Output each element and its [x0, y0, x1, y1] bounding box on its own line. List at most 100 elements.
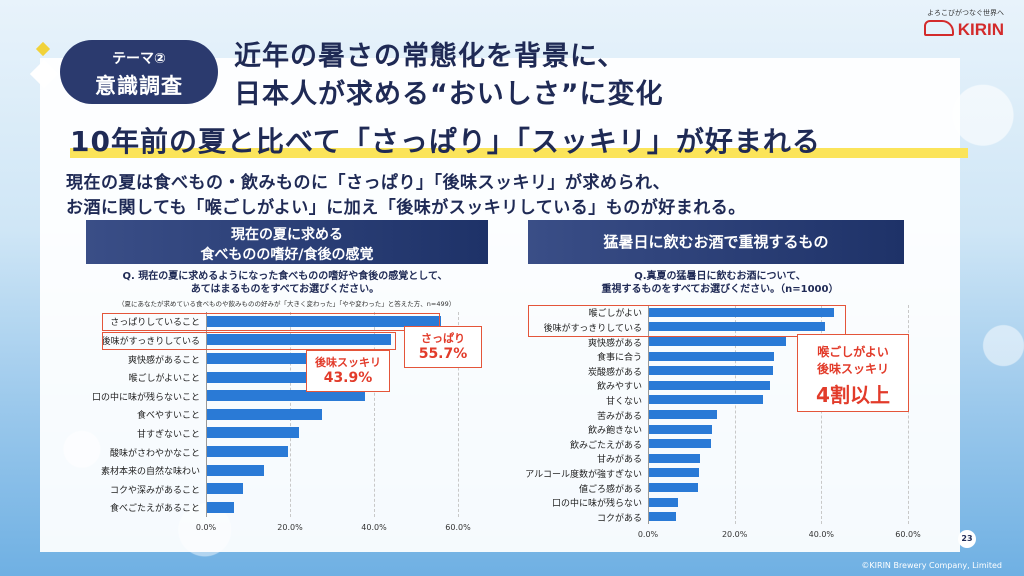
kirin-mark-icon — [923, 20, 954, 36]
x-tick-label: 40.0% — [361, 522, 387, 532]
category-label: 素材本来の自然な味わい — [100, 467, 200, 478]
callout-right: 喉ごしがよい 後味スッキリ 4割以上 — [797, 334, 909, 412]
page-title-line1: 近年の暑さの常態化を背景に、 — [234, 41, 626, 72]
category-label: 口の中に味が残らない — [551, 499, 642, 510]
x-tick-label: 20.0% — [721, 530, 748, 539]
category-label: 食べごたえがあること — [109, 504, 200, 515]
right-question-line2: 重視するものをすべてお選びください。（n=1000） — [601, 284, 839, 295]
category-label: 食べやすいこと — [136, 411, 200, 422]
category-label: 飲み飽きない — [587, 426, 642, 437]
bar — [207, 483, 243, 495]
left-section-header: 現在の夏に求める 食べものの嗜好/食後の感覚 — [86, 220, 488, 264]
theme-badge-title: 意識調査 — [95, 74, 183, 98]
callout-right-line2: 後味スッキリ — [816, 362, 889, 376]
kirin-logo: KIRIN — [923, 20, 1004, 40]
bar — [649, 366, 773, 376]
category-label: 甘みがある — [596, 455, 642, 466]
bar — [649, 380, 770, 390]
bar — [207, 315, 441, 327]
left-question-note: （夏にあなたが求めている食べものや飲みものの好みが「大きく変わった」「やや変わっ… — [118, 300, 456, 308]
bar — [207, 501, 235, 513]
bar — [207, 408, 323, 420]
left-section-line1: 現在の夏に求める — [231, 227, 343, 243]
bar — [207, 353, 316, 364]
theme-badge-label: テーマ② — [112, 51, 166, 67]
bar — [649, 337, 786, 346]
bar — [207, 446, 288, 457]
category-label: 喉ごしがよい — [588, 309, 642, 320]
bar — [207, 334, 392, 346]
copyright: ©KIRIN Brewery Company, Limited — [861, 561, 1002, 570]
callout-sappari-label: さっぱり — [421, 332, 465, 345]
callout-sappari-value: 55.7% — [418, 346, 468, 362]
category-label: 食事に合う — [596, 353, 642, 364]
bar — [649, 439, 711, 449]
gridline — [908, 305, 909, 524]
callout-right-line3: 4割以上 — [816, 383, 890, 407]
left-question-line2: あてはまるものをすべてお選びください。 — [190, 284, 380, 295]
right-section-header: 猛暑日に飲むお酒で重視するもの — [528, 220, 904, 264]
category-label: 喉ごしがよいこと — [128, 374, 200, 385]
subtext-line2: お酒に関しても「喉ごしがよい」に加え「後味がスッキリしている」ものが好まれる。 — [66, 198, 746, 218]
bar — [649, 483, 699, 492]
y-axis-line — [648, 305, 649, 524]
category-label: アルコール度数が強すぎない — [525, 469, 642, 480]
kirin-logo-text: KIRIN — [957, 20, 1004, 39]
bar — [207, 464, 265, 476]
bar — [649, 468, 700, 478]
x-tick-label: 0.0% — [195, 522, 217, 532]
bar — [649, 395, 763, 405]
right-question-line1: Q.真夏の猛暑日に飲むお酒について、 — [634, 271, 806, 282]
x-tick-label: 60.0% — [895, 530, 921, 539]
callout-right-line1: 喉ごしがよい — [817, 345, 889, 359]
x-tick-label: 0.0% — [637, 530, 659, 539]
right-question: Q.真夏の猛暑日に飲むお酒について、 重視するものをすべてお選びください。（n=… — [560, 270, 880, 296]
brand-tagline: よろこびがつなぐ世界へ — [927, 9, 1004, 17]
x-tick-label: 20.0% — [277, 522, 303, 532]
gridline — [458, 312, 459, 517]
left-section-line2: 食べものの嗜好/食後の感覚 — [200, 247, 374, 263]
category-label: 爽快感があること — [127, 355, 200, 366]
left-question: Q. 現在の夏に求めるようになった食べものの嗜好や食後の感覚として、 あてはまる… — [80, 270, 490, 296]
category-label: 甘すぎないこと — [136, 429, 200, 440]
theme-badge: テーマ② 意識調査 — [60, 40, 218, 104]
callout-sukkiri: 後味スッキリ 43.9% — [306, 350, 390, 392]
headline-highlight — [70, 148, 968, 158]
bar — [649, 351, 775, 361]
bar — [649, 322, 825, 332]
gridline — [821, 305, 823, 524]
category-label: 爽快感がある — [587, 338, 642, 349]
right-highlight-top2 — [528, 305, 846, 337]
category-label: コクや深みがあること — [109, 485, 200, 496]
left-highlight-sappari — [102, 313, 440, 331]
bar — [649, 512, 677, 522]
category-label: さっぱりしていること — [110, 318, 200, 329]
category-label: 後味がすっきりしている — [543, 323, 642, 334]
x-tick-label: 40.0% — [808, 530, 835, 539]
headline: 10年前の夏と比べて「さっぱり」「スッキリ」が好まれる — [70, 125, 821, 158]
y-axis-line — [206, 312, 207, 517]
page-title-line2: 日本人が求める“おいしさ”に変化 — [234, 79, 664, 110]
bar — [207, 427, 299, 439]
bar — [207, 390, 365, 402]
category-label: 飲みやすい — [596, 382, 642, 393]
callout-sukkiri-label: 後味スッキリ — [315, 356, 381, 369]
left-highlight-sukkiri — [102, 332, 396, 350]
bar — [649, 410, 717, 419]
category-label: 炭酸感がある — [587, 367, 642, 378]
category-label: 苦みがある — [596, 411, 642, 422]
bar — [649, 424, 712, 434]
category-label: 甘くない — [605, 396, 642, 407]
callout-sappari: さっぱり 55.7% — [404, 326, 482, 368]
bar — [649, 497, 679, 507]
subtext-line1: 現在の夏は食べもの・飲みものに「さっぱり」「後味スッキリ」が求められ、 — [66, 173, 671, 193]
category-label: 飲みごたえがある — [569, 440, 642, 451]
left-question-line1: Q. 現在の夏に求めるようになった食べものの嗜好や食後の感覚として、 — [122, 271, 448, 282]
bar — [649, 307, 835, 317]
bar — [649, 453, 701, 463]
category-label: 後味がすっきりしている — [101, 336, 200, 347]
category-label: コクがある — [596, 513, 642, 524]
x-tick-label: 60.0% — [445, 522, 471, 532]
gridline — [374, 312, 375, 517]
category-label: 口の中に味が残らないこと — [91, 392, 200, 403]
